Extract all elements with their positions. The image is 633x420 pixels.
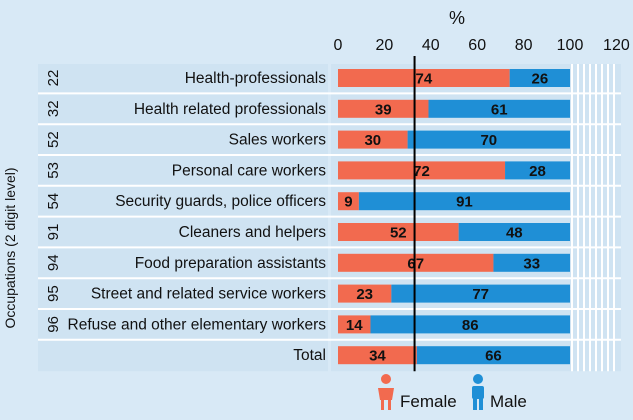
chart-row: 91 Cleaners and helpers 52 48 xyxy=(45,223,570,242)
chart-row: 94 Food preparation assistants 67 33 xyxy=(45,253,570,272)
male-value-label: 33 xyxy=(523,255,540,272)
category-label: Security guards, police officers xyxy=(115,193,326,210)
legend-female-label: Female xyxy=(400,392,457,411)
category-label: Total xyxy=(293,347,326,364)
category-label: Personal care workers xyxy=(172,162,326,179)
legend: Female Male xyxy=(378,374,527,411)
female-bar xyxy=(338,253,494,272)
female-value-label: 9 xyxy=(344,194,352,211)
female-bar xyxy=(338,315,371,334)
category-label: Health related professionals xyxy=(134,101,326,118)
male-bar xyxy=(391,284,570,303)
chart-row: 54 Security guards, police officers 9 91 xyxy=(45,192,570,211)
x-axis-ticks: 0 20 40 60 80 100 120 xyxy=(334,37,630,54)
female-bar xyxy=(338,346,417,365)
x-tick-label: 20 xyxy=(376,37,394,54)
category-label: Street and related service workers xyxy=(91,286,326,303)
occupation-code: 53 xyxy=(45,162,62,179)
category-label: Sales workers xyxy=(229,132,327,149)
female-value-label: 34 xyxy=(369,348,386,365)
x-tick-label: 40 xyxy=(422,37,440,54)
female-bar xyxy=(338,192,359,211)
category-label: Food preparation assistants xyxy=(135,255,327,272)
x-tick-label: 60 xyxy=(468,37,486,54)
x-tick-label: 100 xyxy=(557,37,584,54)
female-icon xyxy=(378,374,394,410)
chart-row: 22 Health-professionals 74 26 xyxy=(45,69,570,88)
male-bar xyxy=(370,315,570,334)
occupation-code: 32 xyxy=(45,100,62,117)
category-label: Cleaners and helpers xyxy=(179,224,327,241)
female-bar xyxy=(338,161,506,180)
female-bar xyxy=(338,99,429,118)
male-bar xyxy=(493,253,570,272)
male-bar xyxy=(428,99,570,118)
occupation-code: 52 xyxy=(45,131,62,148)
male-bar xyxy=(407,130,570,149)
x-tick-label: 120 xyxy=(603,37,630,54)
female-value-label: 30 xyxy=(364,132,381,149)
female-value-label: 52 xyxy=(390,225,407,242)
legend-male-label: Male xyxy=(490,392,527,411)
occupation-code: 54 xyxy=(45,193,62,210)
male-bar xyxy=(509,69,570,87)
chart-row: 96 Refuse and other elementary workers 14 8… xyxy=(45,315,570,334)
female-bar xyxy=(338,223,459,241)
x-tick-label: 0 xyxy=(334,37,343,54)
male-value-label: 70 xyxy=(480,132,497,149)
y-axis-title: Occupations (2 digit level) xyxy=(2,167,18,328)
female-value-label: 23 xyxy=(356,286,373,303)
male-value-label: 66 xyxy=(485,348,502,365)
male-value-label: 77 xyxy=(472,286,489,303)
male-bar xyxy=(358,192,570,211)
female-bar xyxy=(338,130,408,149)
male-value-label: 91 xyxy=(456,194,473,211)
female-value-label: 14 xyxy=(346,317,363,334)
male-value-label: 86 xyxy=(462,317,479,334)
male-bar xyxy=(416,346,570,365)
occupation-code: 91 xyxy=(45,224,62,241)
category-label: Refuse and other elementary workers xyxy=(68,316,327,333)
gridlines xyxy=(571,64,615,372)
male-value-label: 61 xyxy=(491,101,508,118)
chart-row: 32 Health related professionals 39 61 xyxy=(45,99,570,118)
occupation-code: 95 xyxy=(45,285,62,302)
female-bar xyxy=(338,284,392,303)
occupation-code: 22 xyxy=(45,70,62,87)
x-tick-label: 80 xyxy=(515,37,533,54)
female-value-label: 67 xyxy=(407,255,424,272)
male-value-label: 26 xyxy=(531,71,548,88)
female-value-label: 74 xyxy=(415,71,432,88)
chart-rows: 22 Health-professionals 74 26 32 Health relat… xyxy=(45,69,570,365)
x-axis-title: % xyxy=(449,8,465,28)
female-bar xyxy=(338,69,510,87)
male-value-label: 48 xyxy=(506,225,523,242)
male-value-label: 28 xyxy=(529,163,546,180)
female-value-label: 72 xyxy=(413,163,430,180)
category-label: Health-professionals xyxy=(185,70,327,87)
chart-row: 53 Personal care workers 72 28 xyxy=(45,161,570,180)
male-bar xyxy=(505,161,570,180)
chart-row: 52 Sales workers 30 70 xyxy=(45,130,570,149)
male-icon xyxy=(472,374,484,410)
male-bar xyxy=(458,223,570,241)
female-value-label: 39 xyxy=(375,101,392,118)
occupation-code: 96 xyxy=(45,316,62,333)
chart-row: 95 Street and related service workers 23 77 xyxy=(45,284,570,303)
occupation-code: 94 xyxy=(45,254,62,271)
chart-row: Total 34 66 xyxy=(293,346,570,365)
